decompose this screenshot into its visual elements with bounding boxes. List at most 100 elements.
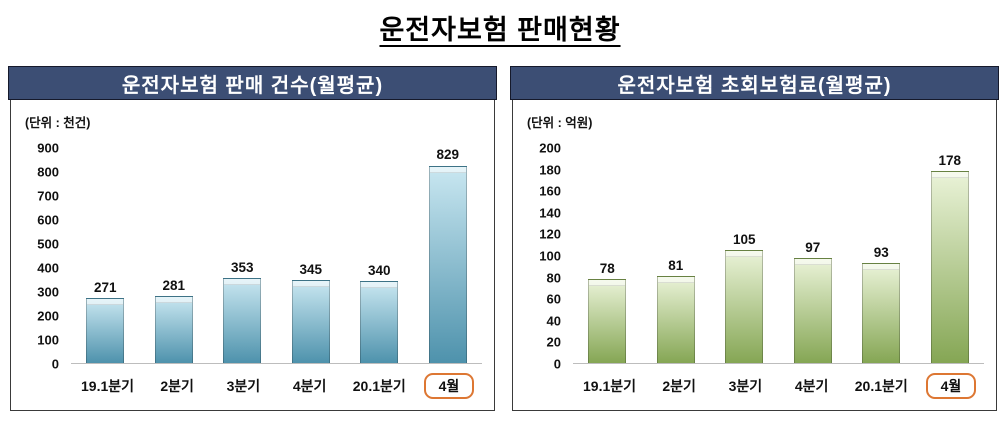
plot-area: 271 281 353 345 340 829 xyxy=(71,148,482,364)
chart-body: (단위 : 억원) 200 180 160 140 120 100 80 60 40 20 0 78… xyxy=(512,100,997,411)
plot-area: 78 81 105 97 93 178 xyxy=(573,148,984,364)
bar-value-label: 340 xyxy=(367,262,391,278)
y-tick-label: 20 xyxy=(546,334,561,350)
bar-slot: 353 xyxy=(208,148,277,363)
bar-slot: 281 xyxy=(140,148,209,363)
x-label: 2분기 xyxy=(160,378,194,394)
bar-value-label: 345 xyxy=(299,261,323,277)
y-tick-label: 500 xyxy=(37,236,59,252)
x-label: 4분기 xyxy=(794,378,829,394)
bar-value-label: 829 xyxy=(436,147,460,162)
bar xyxy=(86,298,125,363)
plot-wrap: 900 800 700 600 500 400 300 200 100 0 271 281 353 34… xyxy=(19,142,482,400)
bar-value-label: 97 xyxy=(805,239,821,255)
bar xyxy=(793,258,832,363)
x-axis-slot: 4월 xyxy=(918,373,984,400)
bar xyxy=(588,279,627,363)
x-label-highlighted: 4월 xyxy=(925,373,977,400)
unit-label: (단위 : 억원) xyxy=(527,116,593,130)
bar-slot: 271 xyxy=(71,148,140,363)
bar xyxy=(291,280,330,363)
x-axis-slot: 2분기 xyxy=(144,373,210,399)
bar-value-label: 271 xyxy=(93,279,117,295)
bar-value-label: 78 xyxy=(599,260,615,276)
x-label: 3분기 xyxy=(728,378,763,394)
bar xyxy=(725,250,764,363)
x-axis-slot: 3분기 xyxy=(712,373,778,399)
x-axis-slot: 2분기 xyxy=(646,373,712,399)
y-tick-label: 180 xyxy=(539,162,561,178)
x-label: 20.1분기 xyxy=(352,378,406,394)
y-tick-label: 120 xyxy=(539,226,561,242)
x-axis-row: 19.1분기 2분기 3분기 4분기 20.1분기 4월 xyxy=(573,373,984,400)
x-label: 19.1분기 xyxy=(583,378,637,394)
bar xyxy=(223,278,262,363)
bar-value-label: 281 xyxy=(162,277,186,293)
x-axis-slot: 4분기 xyxy=(779,373,845,399)
page-title: 운전자보험 판매현황 xyxy=(379,15,621,45)
y-tick-label: 100 xyxy=(37,332,59,348)
x-label: 19.1분기 xyxy=(81,378,135,394)
y-tick-label: 900 xyxy=(37,140,59,156)
x-axis-slot: 3분기 xyxy=(210,373,276,399)
first-premium-chart-panel: 운전자보험 초회보험료(월평균) (단위 : 억원) 200 180 160 140 1… xyxy=(510,66,999,412)
bar-value-label: 81 xyxy=(668,257,684,273)
x-label: 2분기 xyxy=(662,378,696,394)
bar-slot: 829 xyxy=(414,148,483,363)
y-axis: 900 800 700 600 500 400 300 200 100 0 xyxy=(19,142,65,371)
y-tick-label: 300 xyxy=(37,284,59,300)
bar xyxy=(154,296,193,363)
sales-count-chart-panel: 운전자보험 판매 건수(월평균) (단위 : 천건) 900 800 700 600 5… xyxy=(8,66,497,412)
plot-wrap: 200 180 160 140 120 100 80 60 40 20 0 78 81 105 97 93 1… xyxy=(521,142,984,400)
bar-slot: 178 xyxy=(916,148,985,363)
y-axis: 200 180 160 140 120 100 80 60 40 20 0 xyxy=(521,142,567,371)
bar-slot: 340 xyxy=(345,148,414,363)
x-label: 4분기 xyxy=(292,378,327,394)
chart-body: (단위 : 천건) 900 800 700 600 500 400 300 200 100 0 2… xyxy=(10,100,495,411)
bar-slot: 345 xyxy=(277,148,346,363)
y-tick-label: 400 xyxy=(37,260,59,276)
bar-value-label: 353 xyxy=(230,259,254,275)
chart-title-first-premium: 운전자보험 초회보험료(월평균) xyxy=(510,66,999,100)
y-tick-label: 800 xyxy=(37,164,59,180)
y-tick-label: 600 xyxy=(37,212,59,228)
x-axis-slot: 4분기 xyxy=(277,373,343,399)
y-tick-label: 100 xyxy=(539,248,561,264)
bar-slot: 78 xyxy=(573,148,642,363)
bars-row: 271 281 353 345 340 829 xyxy=(71,148,482,363)
bar-slot: 93 xyxy=(847,148,916,363)
x-label: 3분기 xyxy=(226,378,261,394)
x-axis-slot: 20.1분기 xyxy=(343,373,416,399)
x-label: 20.1분기 xyxy=(854,378,908,394)
y-tick-label: 60 xyxy=(546,291,561,307)
bar xyxy=(360,281,399,363)
bar-slot: 105 xyxy=(710,148,779,363)
bar xyxy=(862,263,901,363)
x-label-highlighted: 4월 xyxy=(423,373,475,400)
y-tick-label: 700 xyxy=(37,188,59,204)
bar xyxy=(656,276,695,363)
x-axis-slot: 19.1분기 xyxy=(71,373,144,399)
chart-title-sales-count: 운전자보험 판매 건수(월평균) xyxy=(8,66,497,100)
bar-value-label: 178 xyxy=(938,152,962,168)
y-tick-label: 160 xyxy=(539,183,561,199)
bar-slot: 81 xyxy=(642,148,711,363)
bar-value-label: 105 xyxy=(732,231,756,247)
bar xyxy=(930,171,969,363)
y-tick-label: 200 xyxy=(539,140,561,156)
x-axis-slot: 4월 xyxy=(416,373,482,400)
x-axis-slot: 19.1분기 xyxy=(573,373,646,399)
x-axis-slot: 20.1분기 xyxy=(845,373,918,399)
y-tick-label: 200 xyxy=(37,308,59,324)
bar xyxy=(428,165,467,363)
bar-slot: 97 xyxy=(779,148,848,363)
bars-row: 78 81 105 97 93 178 xyxy=(573,148,984,363)
x-axis-row: 19.1분기 2분기 3분기 4분기 20.1분기 4월 xyxy=(71,373,482,400)
y-tick-label: 0 xyxy=(51,356,59,372)
y-tick-label: 40 xyxy=(546,313,561,329)
y-tick-label: 80 xyxy=(546,270,561,286)
bar-value-label: 93 xyxy=(873,244,889,260)
unit-label: (단위 : 천건) xyxy=(25,116,91,130)
y-tick-label: 140 xyxy=(539,205,561,221)
